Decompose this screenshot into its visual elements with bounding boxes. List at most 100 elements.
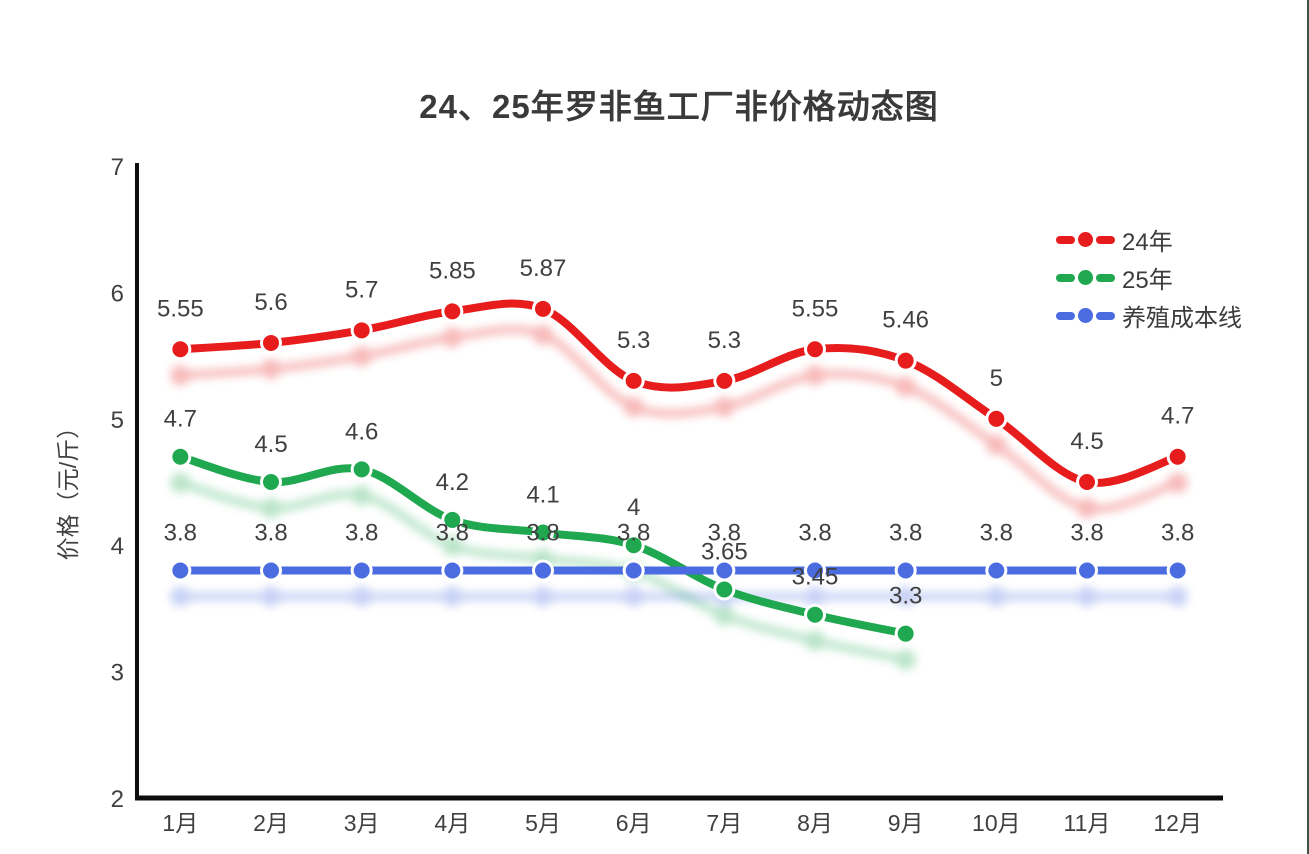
legend: 24年 25年 养殖成本线: [1056, 226, 1242, 332]
legend-marker-icon: [1078, 232, 1093, 247]
series-2-shadow-point: [533, 586, 553, 607]
series-1-shadow-point: [805, 630, 825, 651]
series-1-point: [260, 471, 282, 493]
legend-item-series-0: 24年: [1056, 226, 1242, 256]
series-0-shadow-line: [176, 325, 1182, 513]
series-2-point: [1166, 559, 1189, 582]
legend-item-series-1: 25年: [1056, 264, 1242, 294]
series-0-shadow-point: [261, 358, 281, 379]
series-2-point: [622, 559, 645, 582]
series-2-point: [804, 559, 826, 582]
series-0-data-label: 5.3: [708, 327, 741, 354]
series-1-point: [804, 603, 826, 626]
series-0-data-label: 5.85: [429, 257, 476, 284]
x-category-label: 12月: [1153, 810, 1202, 836]
legend-marker-icon: [1078, 270, 1093, 285]
series-0-shadow-point: [623, 396, 644, 417]
series-2-shadow-point: [986, 586, 1007, 607]
series-0-data-label: 5: [990, 365, 1003, 392]
series-0-point: [1166, 445, 1189, 468]
series-2-shadow: [170, 586, 1188, 607]
series-0-point: [1076, 471, 1098, 493]
series-1-shadow-point: [895, 649, 916, 670]
window-edge-line: [1307, 0, 1309, 854]
series-0-shadow-point: [351, 346, 372, 367]
legend-item-series-2: 养殖成本线: [1056, 302, 1242, 332]
series-2-data-label: 3.8: [798, 519, 831, 546]
legend-line-icon: [1096, 273, 1115, 282]
x-category-label: 3月: [344, 810, 380, 836]
legend-label: 25年: [1122, 267, 1173, 294]
series-0-point: [441, 300, 464, 323]
series-1-data-label: 4.7: [164, 406, 197, 433]
series-2-shadow-point: [805, 586, 825, 607]
series-2-point: [713, 559, 736, 582]
series-2-shadow-point: [170, 586, 191, 607]
series-0-shadow-point: [442, 327, 463, 348]
series-0-point: [169, 338, 192, 361]
series-1-data-label: 3.3: [889, 583, 922, 610]
series-0-data-label: 5.7: [345, 276, 378, 303]
series-1-data-label: 3.65: [701, 538, 748, 565]
series-1-shadow-point: [442, 535, 463, 556]
series-0-point: [622, 369, 645, 392]
legend-marker-icon: [1078, 308, 1093, 323]
x-category-label: 5月: [525, 810, 561, 836]
series-2-data-label: 3.8: [345, 519, 378, 546]
legend-label: 24年: [1122, 229, 1173, 256]
x-category-label: 7月: [706, 810, 742, 836]
series-0-shadow-point: [805, 365, 825, 386]
series-1-data-label: 4.1: [526, 482, 559, 509]
series-2-point: [985, 559, 1008, 582]
series-2-data-label: 3.8: [254, 519, 287, 546]
series-0-data-label: 5.3: [617, 327, 650, 354]
series-0-shadow-point: [1077, 498, 1097, 518]
series-0-data-label: 5.55: [792, 295, 839, 322]
series-1-point: [622, 534, 645, 557]
x-category-label: 9月: [888, 810, 924, 836]
series-2-point: [532, 559, 554, 582]
series-1-shadow-point: [351, 485, 372, 506]
series-1-point: [894, 622, 917, 645]
series-0-data-label: 4.5: [1070, 428, 1103, 455]
series-0-shadow-point: [533, 324, 553, 345]
legend-line-icon: [1056, 235, 1075, 244]
series-1-shadow-point: [714, 605, 735, 626]
series-0-point: [985, 407, 1008, 430]
series-1-data-label: 4.5: [254, 431, 287, 458]
series-0-shadow-point: [170, 365, 191, 386]
series-0-shadow-point: [1167, 472, 1188, 493]
series-2-data-label: 3.8: [1070, 519, 1103, 546]
series-1-shadow-point: [261, 498, 281, 518]
series-2-data-label: 3.8: [617, 519, 650, 546]
series-2-data-label: 3.8: [526, 519, 559, 546]
series-0-shadow-point: [714, 396, 735, 417]
series-1-data-label: 4: [627, 494, 640, 521]
series-2-shadow-point: [1077, 586, 1097, 607]
series-2-shadow-point: [1167, 586, 1188, 607]
series-2-data-label: 3.8: [708, 519, 741, 546]
series-2-shadow-point: [351, 586, 372, 607]
series-1-shadow-point: [170, 472, 191, 493]
series-1-point: [532, 521, 554, 544]
series-0-shadow-point: [895, 376, 916, 397]
legend-label: 养殖成本线: [1122, 305, 1242, 332]
series-0-point: [350, 319, 373, 342]
series-2-point: [169, 559, 192, 582]
series-0-data-label: 5.55: [157, 295, 204, 322]
series-0-group: [169, 297, 1189, 493]
series-2-shadow-point: [623, 586, 644, 607]
series-2-point: [1076, 559, 1098, 582]
series-1-data-label: 4.2: [436, 469, 469, 496]
series-1-data-label: 4.6: [345, 418, 378, 445]
x-category-label: 8月: [797, 810, 833, 836]
legend-line-icon: [1096, 235, 1115, 244]
x-category-label: 10月: [972, 810, 1021, 836]
series-0-data-label: 5.46: [882, 307, 929, 334]
y-tick-label: 4: [111, 533, 124, 560]
series-0-point: [260, 331, 282, 354]
series-2-shadow-point: [442, 586, 463, 607]
series-2-shadow-point: [261, 586, 281, 607]
series-0-point: [894, 349, 917, 372]
